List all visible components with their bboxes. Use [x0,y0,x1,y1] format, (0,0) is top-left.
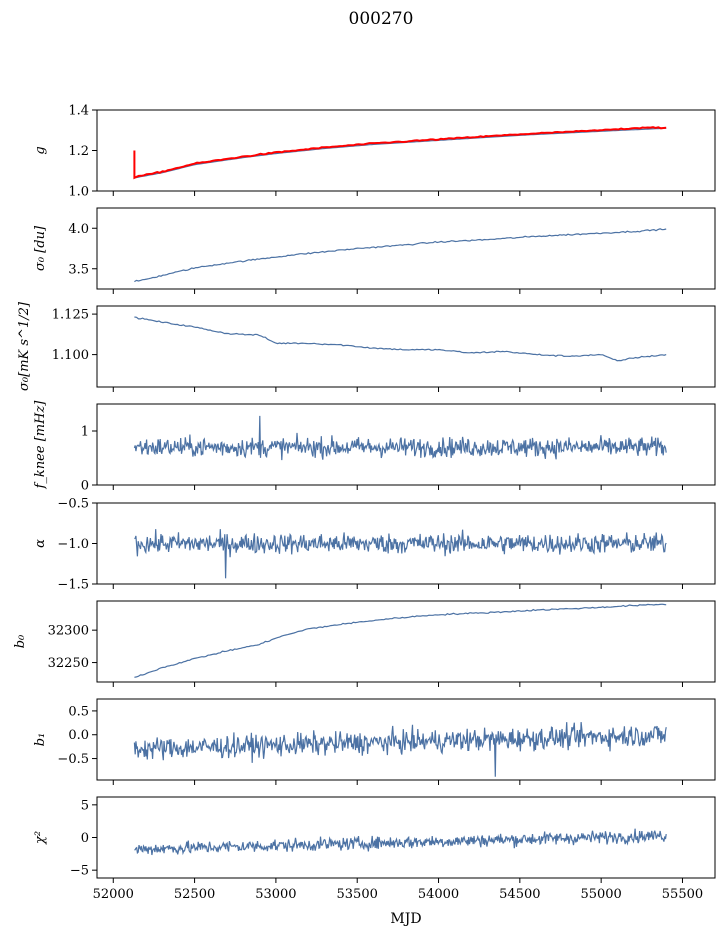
sigma0-mK-axes-frame [96,305,716,388]
panel-sigma0-mK: 1.100 1.125 σ₀[mK s^1/2] [17,301,716,392]
x-tick-label-54000: 54000 [418,887,459,902]
b0-y-axis-label: b₀ [13,634,28,648]
b1-y-axis-label: b₁ [33,733,48,747]
alpha-y-axis-label: α [33,539,48,548]
alpha-y-tick-label: −1.5 [57,578,89,593]
fknee-series-group [133,415,667,461]
fknee-axes-frame [96,403,716,486]
b0-y-tick-label: 32300 [48,624,89,639]
g-y-tick-label: 1.4 [68,104,89,119]
alpha-y-tick-label: −1.0 [57,537,89,552]
sigma0-mK-series-group [134,316,667,362]
b0-axes-frame [96,600,716,683]
series-line-sigma0-temp [134,316,667,362]
panel-sigma0-du: 3.5 4.0 σ₀ [du] [33,207,716,294]
series-line-b0 [134,603,667,678]
series-line-fknee [133,415,667,461]
sigma0-mK-y-tick-label: 1.100 [52,348,89,363]
g-y-axis-label: g [33,146,48,154]
sigma0-du-y-tick-label: 4.0 [68,222,89,237]
x-axis-label: MJD [390,911,421,927]
b1-axes-frame [96,698,716,781]
b1-y-tick-label: 0.0 [68,728,89,743]
g-axes-frame [96,109,716,192]
b1-y-tick-label: 0.5 [68,704,89,719]
fknee-y-axis-label: f_knee [mHz] [33,400,48,490]
panel-b0: 32250 32300 b₀ [13,600,716,687]
x-tick-label-55500: 55500 [662,887,703,902]
alpha-series-group [134,529,667,579]
panel-fknee: 0 1 f_knee [mHz] [33,400,716,494]
b1-y-tick-label: −0.5 [57,752,89,767]
x-tick-label-54500: 54500 [499,887,540,902]
figure-title: 000270 [349,9,414,29]
alpha-y-tick-label: −0.5 [57,497,89,512]
g-y-tick-label: 1.2 [68,144,89,159]
series-line-b1 [133,722,667,777]
series-line-g-data [133,126,667,180]
g-y-tick-label: 1.0 [68,185,89,200]
panel-alpha: −1.5 −1.0 −0.5 α [33,497,716,593]
series-line-g-fit [134,127,667,179]
sigma0-du-axes-frame [96,207,716,290]
b1-series-group [133,722,667,777]
sigma0-du-y-axis-label: σ₀ [du] [33,225,48,271]
panel-b1: −0.5 0.0 0.5 b₁ [33,698,716,785]
sigma0-du-y-tick-label: 3.5 [68,262,89,277]
b0-y-tick-label: 32250 [48,656,89,671]
x-tick-label-52000: 52000 [93,887,134,902]
panel-g: 1.0 1.2 1.4 g [33,104,716,200]
x-tick-label-53500: 53500 [337,887,378,902]
fknee-y-tick-label: 1 [81,425,89,440]
chi2-y-axis-label: χ² [33,831,48,845]
b0-series-group [134,603,667,678]
chi2-y-tick-label: 0 [81,831,89,846]
series-line-sigma0 [134,228,667,283]
x-tick-label-52500: 52500 [174,887,215,902]
x-tick-label-55000: 55000 [580,887,621,902]
panel-chi2: 52000 52500 53000 53500 54000 54500 55000 55500… [33,796,716,902]
chi2-y-tick-label: 5 [81,798,89,813]
sigma0-mK-y-tick-label: 1.125 [52,308,89,323]
chi2-series-group [134,828,667,856]
g-series-group [133,126,667,180]
sigma0-mK-y-axis-label: σ₀[mK s^1/2] [17,301,32,391]
sigma0-du-series-group [134,228,667,283]
panels: 1.0 1.2 1.4 g 3.5 4.0 σ₀ [du] 1.100 1.125 σ₀[mK s… [13,104,716,902]
chi2-y-tick-label: −5 [70,864,89,879]
series-line-alpha [134,529,667,579]
x-tick-label-53000: 53000 [255,887,296,902]
series-line-chi2 [134,828,667,856]
fknee-y-tick-label: 0 [81,479,89,494]
